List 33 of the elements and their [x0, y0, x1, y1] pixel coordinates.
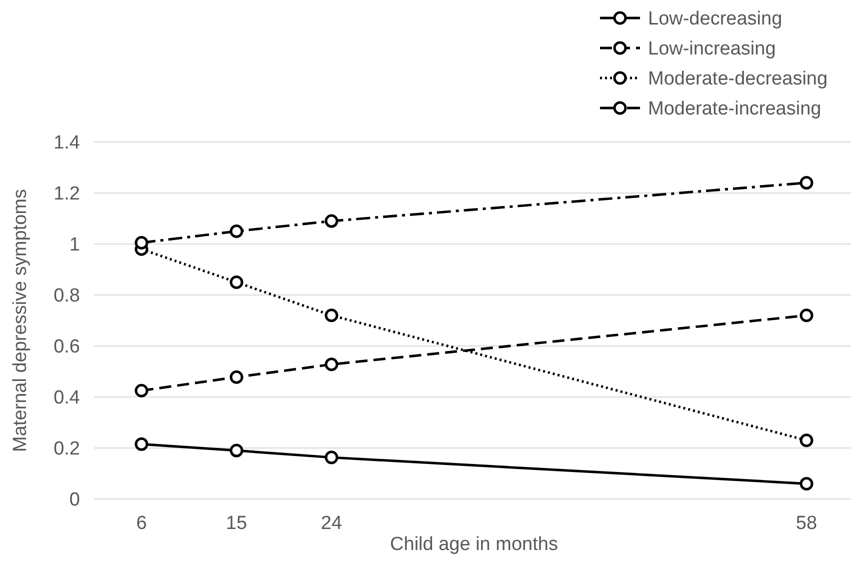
- point: [800, 176, 814, 190]
- x-tick-label: 24: [320, 513, 342, 534]
- y-tick-label: 1.4: [54, 132, 80, 154]
- y-tick-label: 0.6: [54, 336, 80, 358]
- point: [134, 236, 148, 250]
- point: [134, 384, 148, 398]
- y-tick-label: 0.4: [54, 388, 80, 409]
- y-tick-label: 0.2: [54, 438, 80, 460]
- y-tick-label: 1: [69, 234, 80, 256]
- y-tick-label: 1.2: [54, 184, 80, 205]
- y-tick-label: 0.8: [54, 286, 80, 307]
- point: [324, 308, 338, 322]
- point: [134, 437, 148, 451]
- point: [324, 214, 338, 228]
- point: [230, 370, 244, 384]
- y-tick-label: 0: [69, 490, 80, 511]
- x-tick-label: 15: [226, 513, 248, 534]
- legend-label: Low-decreasing: [648, 8, 782, 30]
- point: [324, 358, 338, 372]
- point: [230, 276, 244, 289]
- legend-label: Moderate-decreasing: [648, 68, 828, 90]
- x-tick-label: 6: [136, 513, 147, 534]
- legend-label: Moderate-increasing: [648, 98, 822, 120]
- x-tick-label: 58: [796, 513, 818, 534]
- x-axis-title: Child age in months: [390, 534, 558, 555]
- point: [800, 476, 814, 490]
- point: [800, 308, 814, 322]
- point: [324, 450, 338, 464]
- y-axis-title: Maternal depressive symptoms: [10, 189, 31, 452]
- point: [230, 224, 244, 238]
- point: [800, 434, 814, 448]
- legend-label: Low-increasing: [648, 38, 776, 60]
- point: [230, 444, 244, 458]
